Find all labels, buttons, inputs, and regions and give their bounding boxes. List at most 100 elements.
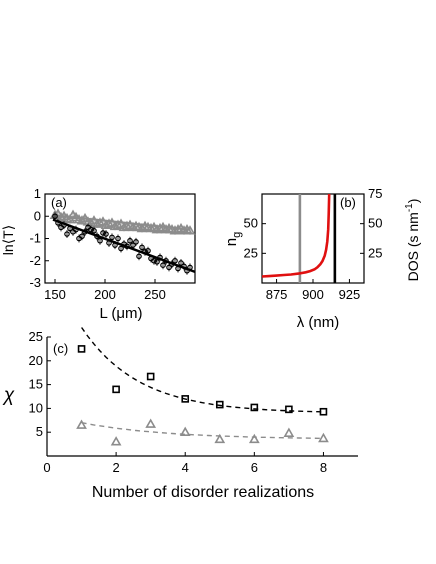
panel-b-data (261, 193, 337, 283)
panel-a-s1-point-27 (133, 239, 139, 245)
panel-c-s0-point-3 (181, 395, 190, 403)
panel-a-s1-point-9 (79, 233, 85, 240)
panel-b-ylabel-right-main: DOS (s nm (405, 212, 421, 281)
panel-b-ylabel-left-sub: g (231, 232, 243, 238)
panel-c-s1-point-5 (248, 433, 260, 444)
panel-b-ticks: 25 50 25 50 75 875 900 925 (244, 186, 383, 302)
panel-a-xlabel-unit: μm (116, 305, 137, 322)
panel-c-x-tick-label-1: 2 (112, 460, 119, 475)
panel-c-s0-point-4 (215, 400, 224, 409)
panel-a-s1-point-31 (145, 247, 151, 254)
panel-b-yleft-tick-label-0: 25 (244, 245, 258, 260)
panel-a-s1-point-17 (103, 231, 109, 237)
panel-c-s0-trend-line (81, 327, 324, 413)
panel-b-yleft-tick-label-1: 50 (244, 216, 258, 231)
panel-a-xlabel-close: ) (138, 305, 143, 322)
panel-a-xlabel-main: L ( (99, 305, 116, 322)
panel-b-ylabel-right-sup: -1 (404, 203, 415, 212)
panel-b-yright-tick-label-0: 25 (368, 245, 382, 260)
panel-a-ylabel: ln⟨T⟩ (0, 225, 16, 255)
panel-c-s0-point-1 (112, 385, 120, 394)
panel-a-s0-point-15 (94, 217, 106, 227)
panel-a-y-tick-label-3: -2 (29, 253, 41, 268)
panel-c-s1-trend-line (81, 422, 324, 439)
panel-a-s1-point-40 (172, 257, 178, 264)
panel-c: 5 10 15 20 25 0 2 4 6 8 (c) χ Number of disorder … (2, 327, 358, 501)
panel-a-x-tick-label-0: 150 (44, 287, 66, 302)
panel-a-label: (a) (51, 195, 67, 210)
panel-a-y-tick-label-1: 0 (34, 208, 41, 223)
panel-a-s0-point-18 (103, 218, 115, 228)
panel-b-ylabel-right: DOS (s nm-1) (404, 199, 421, 282)
panel-a-x-tick-label-2: 250 (144, 287, 166, 302)
panel-a-s1-point-0 (52, 213, 58, 220)
panel-c-s1-point-7 (318, 432, 329, 443)
panel-c-s0-point-7 (319, 407, 328, 416)
panel-a-s0-point-24 (121, 220, 133, 231)
panel-a-s1-point-19 (109, 234, 115, 241)
panel-b-x-tick-label-0: 875 (266, 287, 288, 302)
panel-a-y-tick-label-0: 1 (34, 186, 41, 201)
panel-c-s1-point-6 (283, 427, 295, 437)
panel-c-s0-point-5 (250, 403, 259, 412)
panel-a-s1-point-38 (166, 264, 172, 271)
panel-c-ylabel: χ (2, 385, 15, 406)
panel-a-x-tick-label-1: 200 (94, 287, 116, 302)
panel-a-s1-point-26 (130, 242, 136, 248)
panel-a-s0-point-29 (136, 222, 148, 233)
panel-b-ylabel-left-main: n (223, 238, 240, 246)
panel-a-s0-fit-line (52, 214, 191, 231)
panel-a-s1-point-25 (127, 237, 133, 244)
panel-a-s1-point-29 (139, 244, 145, 251)
panel-a-s1-point-13 (91, 227, 97, 234)
panel-c-s1-point-4 (214, 433, 226, 444)
panel-a-s1-point-21 (115, 235, 121, 242)
panel-c-label: (c) (53, 341, 68, 356)
panel-a-s0-point-35 (154, 222, 166, 233)
panel-c-y-tick-label-1: 10 (29, 400, 43, 415)
panel-c-s1-point-2 (145, 418, 157, 428)
panel-a-s0-point-21 (112, 219, 124, 229)
panel-c-s0-point-0 (77, 345, 86, 353)
panel-c-data (76, 327, 329, 446)
panel-b-ylabel-right-close: ) (405, 199, 421, 204)
panel-a-s1-point-28 (136, 253, 142, 260)
panel-b-ylabel-left: ng (223, 232, 243, 246)
panel-a-s1-point-16 (100, 230, 106, 236)
panel-a-s1-point-36 (160, 262, 166, 269)
panel-b-yright-tick-label-2: 75 (368, 186, 382, 201)
panel-a-data (49, 208, 196, 275)
panel-c-ticks: 5 10 15 20 25 0 2 4 6 8 (29, 329, 328, 475)
panel-a-s1-point-42 (178, 260, 184, 266)
panel-c-y-tick-label-3: 20 (29, 353, 43, 368)
panel-a-s1-point-34 (154, 259, 160, 265)
panel-c-y-tick-label-4: 25 (29, 329, 43, 344)
panel-a-s1-point-33 (151, 257, 157, 264)
panel-c-x-tick-label-3: 6 (251, 460, 258, 475)
panel-c-s1-point-3 (179, 426, 191, 437)
panel-b-xlabel: λ (nm) (297, 314, 340, 331)
panel-c-xlabel: Number of disorder realizations (92, 484, 314, 501)
panel-a-s1-point-12 (88, 226, 94, 233)
panel-c-s1-point-0 (76, 419, 87, 429)
panel-c-s1-point-1 (110, 436, 122, 446)
panel-a-s0-point-32 (145, 222, 157, 233)
panel-c-s0-point-6 (285, 405, 293, 414)
panel-a-y-tick-label-2: -1 (29, 231, 41, 246)
panel-b-label: (b) (340, 195, 356, 210)
panel-a-s0-point-26 (127, 221, 139, 232)
panel-c-y-tick-label-2: 15 (29, 377, 43, 392)
panel-a-s0-point-9 (76, 215, 88, 225)
panel-b-series-0-line (261, 193, 331, 278)
panel-a-s1-fit-line (52, 218, 196, 274)
panel-b-yright-tick-label-1: 50 (368, 216, 382, 231)
panel-a-s0-point-43 (178, 225, 190, 235)
panel-c-y-tick-label-0: 5 (36, 424, 43, 439)
panel-a-s0-point-37 (160, 223, 172, 234)
panel-b-x-tick-label-2: 925 (339, 287, 361, 302)
panel-c-x-tick-label-4: 8 (320, 460, 327, 475)
